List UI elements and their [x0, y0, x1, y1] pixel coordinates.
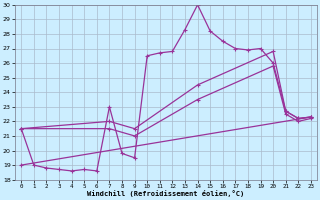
X-axis label: Windchill (Refroidissement éolien,°C): Windchill (Refroidissement éolien,°C)	[87, 190, 245, 197]
